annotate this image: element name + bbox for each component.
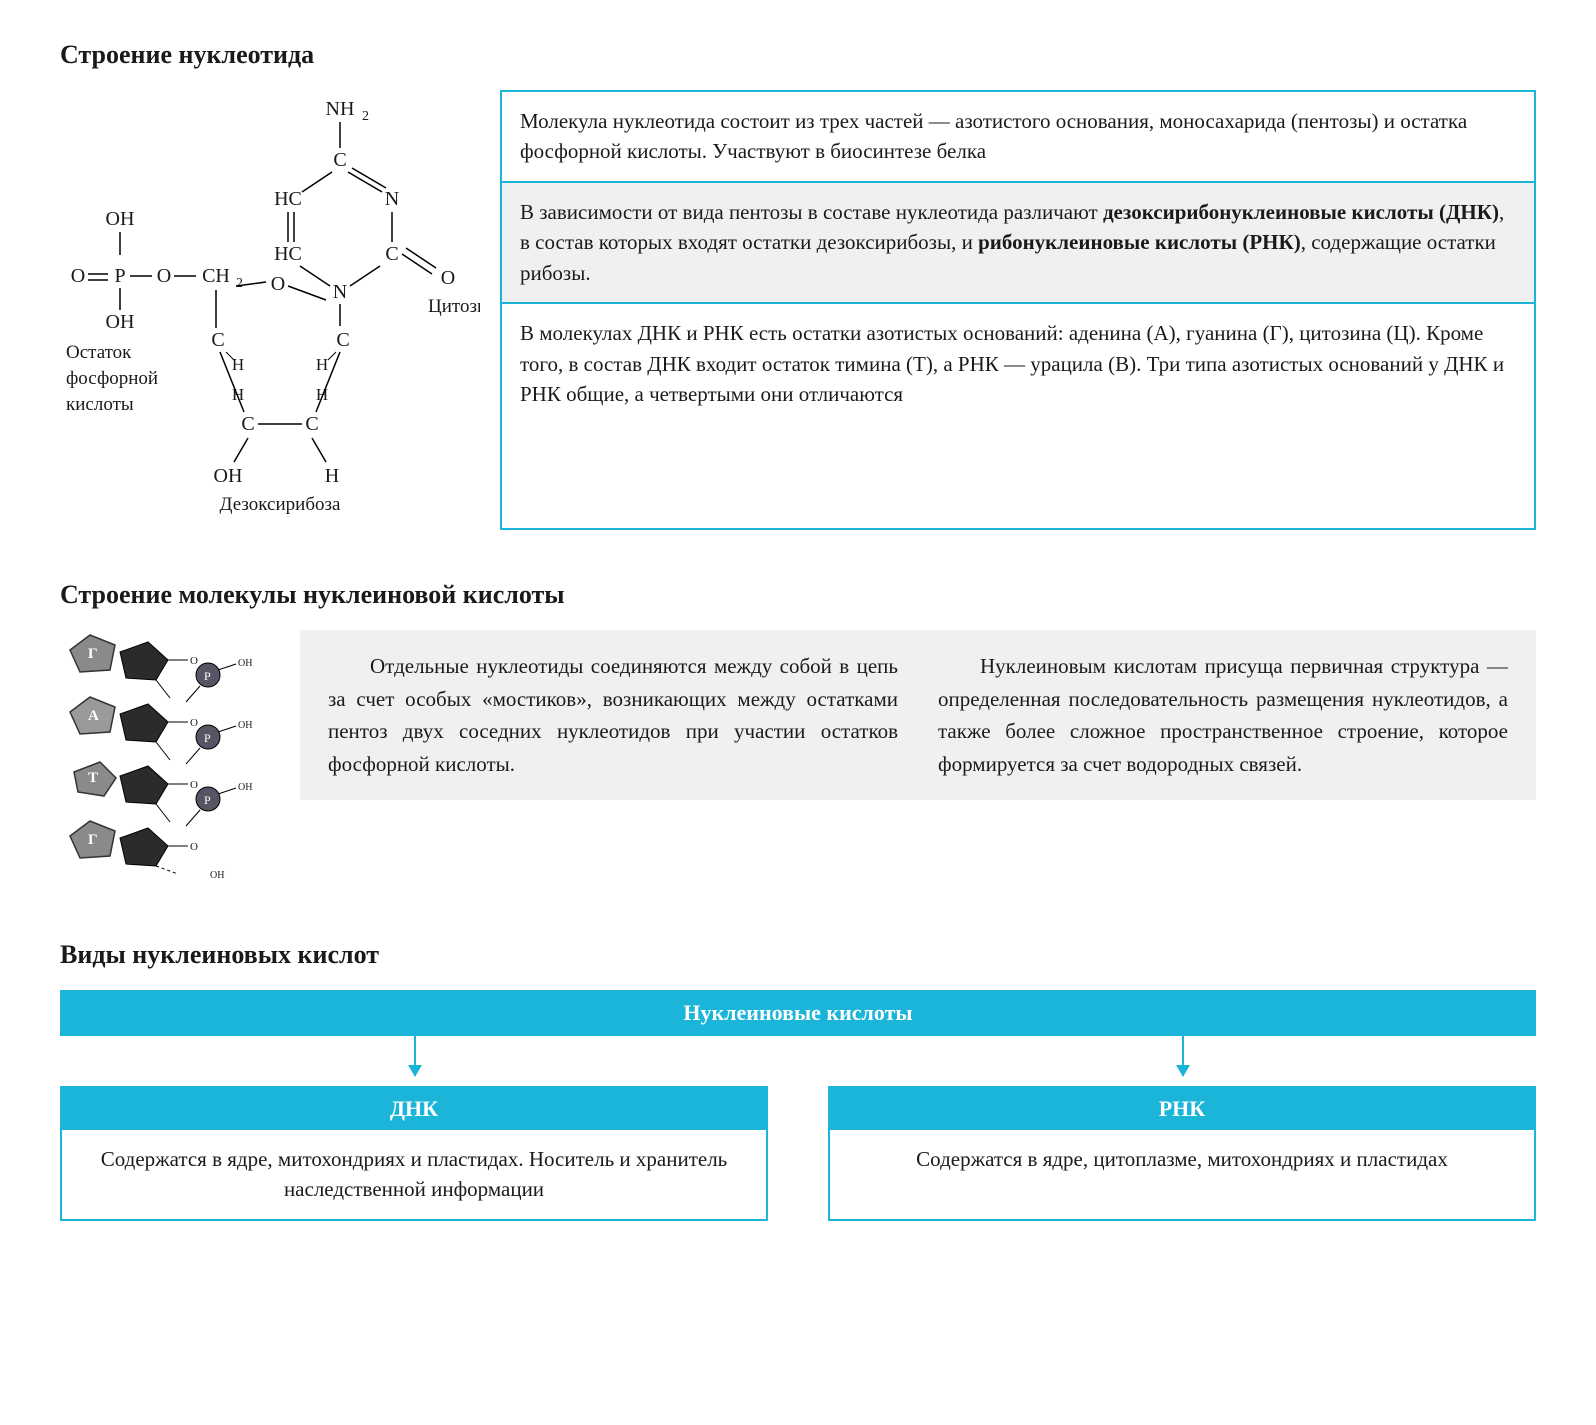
svg-text:C: C [211, 329, 224, 351]
svg-text:Г: Г [88, 832, 98, 848]
svg-text:O: O [271, 273, 285, 295]
section2-title: Строение молекулы нуклеиновой кислоты [60, 580, 1536, 610]
svg-text:Т: Т [88, 770, 98, 786]
svg-text:C: C [333, 149, 346, 171]
section3: Виды нуклеиновых кислот Нуклеиновые кисл… [60, 940, 1536, 1221]
section2-text: Отдельные нуклеотиды соединяются между с… [300, 630, 1536, 800]
svg-text:фосфорной: фосфорной [66, 368, 158, 389]
info-box-2: В зависимости от вида пентозы в составе … [502, 181, 1534, 302]
info-boxes: Молекула нуклеотида состоит из трех част… [500, 90, 1536, 530]
svg-text:H: H [325, 465, 339, 487]
svg-text:Г: Г [88, 646, 98, 662]
svg-text:P: P [204, 793, 211, 807]
svg-text:кислоты: кислоты [66, 394, 134, 415]
section1-title: Строение нуклеотида [60, 40, 1536, 70]
svg-text:2: 2 [236, 276, 243, 291]
section1-body: NH2 C HC N HC C N O [60, 90, 1536, 530]
svg-text:O: O [441, 267, 455, 289]
arrows-row [60, 1036, 1536, 1086]
svg-text:CH: CH [202, 265, 230, 287]
svg-text:HC: HC [274, 188, 302, 210]
rna-box: РНК Содержатся в ядре, цитоплазме, митох… [828, 1086, 1536, 1221]
svg-text:2: 2 [362, 109, 369, 124]
svg-text:O: O [190, 655, 198, 667]
svg-text:N: N [385, 188, 399, 210]
info-box-3: В молекулах ДНК и РНК есть остатки азоти… [502, 302, 1534, 423]
svg-text:OH: OH [238, 782, 252, 793]
arrow-down-icon [1182, 1036, 1184, 1076]
section3-title: Виды нуклеиновых кислот [60, 940, 1536, 970]
nucleotide-chain-diagram: Г O P OH А O P OH [60, 630, 270, 890]
info-box-1: Молекула нуклеотида состоит из трех част… [502, 92, 1534, 181]
svg-text:Цитозин: Цитозин [428, 296, 480, 317]
svg-text:OH: OH [106, 311, 135, 333]
nucleotide-structure-diagram: NH2 C HC N HC C N O [60, 90, 480, 530]
svg-text:NH: NH [326, 98, 355, 120]
section2-col1: Отдельные нуклеотиды соединяются между с… [328, 650, 898, 780]
svg-text:P: P [204, 731, 211, 745]
svg-text:Дезоксирибоза: Дезоксирибоза [220, 494, 341, 515]
svg-text:O: O [71, 265, 85, 287]
svg-text:C: C [305, 413, 318, 435]
svg-text:OH: OH [238, 658, 252, 669]
svg-text:C: C [241, 413, 254, 435]
svg-text:P: P [114, 265, 125, 287]
svg-text:O: O [190, 779, 198, 791]
svg-text:H: H [316, 355, 328, 374]
svg-text:H: H [232, 355, 244, 374]
svg-text:O: O [190, 841, 198, 853]
svg-text:OH: OH [210, 870, 224, 881]
svg-text:C: C [336, 329, 349, 351]
svg-text:HC: HC [274, 243, 302, 265]
svg-text:OH: OH [214, 465, 243, 487]
section2-col2: Нуклеиновым кислотам присуща первичная с… [938, 650, 1508, 780]
arrow-down-icon [414, 1036, 416, 1076]
rna-box-title: РНК [830, 1088, 1534, 1130]
svg-text:А: А [88, 708, 99, 724]
svg-text:O: O [157, 265, 171, 287]
svg-text:OH: OH [106, 208, 135, 230]
dna-box-title: ДНК [62, 1088, 766, 1130]
svg-text:Остаток: Остаток [66, 342, 132, 363]
rna-box-body: Содержатся в ядре, цитоплазме, митохондр… [830, 1130, 1534, 1188]
svg-text:O: O [190, 717, 198, 729]
svg-text:OH: OH [238, 720, 252, 731]
section2: Строение молекулы нуклеиновой кислоты Г … [60, 580, 1536, 890]
svg-text:C: C [385, 243, 398, 265]
svg-text:N: N [333, 281, 347, 303]
nucleic-acids-header: Нуклеиновые кислоты [60, 990, 1536, 1036]
dna-box: ДНК Содержатся в ядре, митохондриях и пл… [60, 1086, 768, 1221]
dna-box-body: Содержатся в ядре, митохондриях и пласти… [62, 1130, 766, 1219]
svg-text:P: P [204, 669, 211, 683]
